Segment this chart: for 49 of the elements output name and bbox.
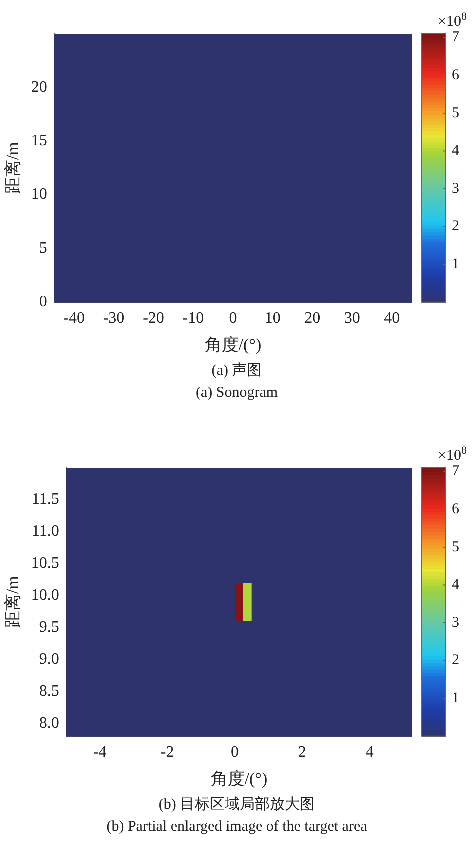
text: (a) Sonogram xyxy=(194,384,280,403)
y-axis-title: 距离/m xyxy=(4,142,23,194)
color-bar-label: 7 xyxy=(452,464,460,480)
color-bar-label: 3 xyxy=(452,180,460,197)
x-tick-label: -40 xyxy=(64,310,85,328)
y-tick-label: 5 xyxy=(39,240,48,257)
x-tick-label: -2 xyxy=(160,744,174,762)
x-tick-label: 2 xyxy=(298,744,306,762)
x-tick-label: 0 xyxy=(230,744,239,762)
color-bar-label: 5 xyxy=(452,539,460,556)
x-tick-label: -20 xyxy=(143,310,164,328)
color-bar-label: 2 xyxy=(452,652,460,669)
text: (b) Partial enlarged image of the target area xyxy=(106,818,368,837)
x-tick-label: -4 xyxy=(93,744,107,762)
x-axis-title: 角度/(°) xyxy=(204,335,262,354)
y-tick-label: 8.5 xyxy=(39,682,60,700)
color-bar-label: 6 xyxy=(452,502,460,518)
y-tick-label: 8.0 xyxy=(39,714,60,732)
y-tick-label: 10.0 xyxy=(31,587,60,604)
x-tick-label: -30 xyxy=(103,310,125,328)
y-axis-title: 距离/m xyxy=(4,576,23,628)
x-axis-title: 角度/(°) xyxy=(210,769,268,788)
x-tick-label: 4 xyxy=(366,744,374,762)
color-bar-label: 1 xyxy=(452,256,460,273)
x-tick-label: -10 xyxy=(182,310,204,328)
x-tick-label: 0 xyxy=(229,310,238,328)
color-bar-label: 6 xyxy=(452,68,460,84)
color-bar-label: 3 xyxy=(452,614,460,631)
y-tick-label: 10.5 xyxy=(31,555,60,572)
y-tick-label: 10 xyxy=(31,186,48,204)
y-tick-label: 11.5 xyxy=(32,491,60,508)
x-tick-label: 40 xyxy=(384,310,400,328)
y-tick-label: 15 xyxy=(31,132,48,150)
color-bar-label: 4 xyxy=(452,143,460,160)
y-tick-label: 9.0 xyxy=(39,650,60,668)
color-bar-label: 5 xyxy=(452,105,460,122)
x-tick-label: 20 xyxy=(304,310,321,328)
y-tick-label: 20 xyxy=(31,78,48,96)
color-bar-label: 7 xyxy=(452,30,460,46)
x-tick-label: 10 xyxy=(264,310,281,328)
y-tick-label: 9.5 xyxy=(39,618,60,636)
color-bar-label: 1 xyxy=(452,690,460,707)
text: (b) 目标区域局部放大图 xyxy=(158,796,316,815)
x-tick-label: 30 xyxy=(344,310,360,328)
y-tick-label: 11.0 xyxy=(32,523,60,540)
color-bar-label: 4 xyxy=(452,577,460,594)
text: (a) 声图 xyxy=(210,362,264,381)
color-bar-label: 2 xyxy=(452,218,460,235)
y-tick-label: 0 xyxy=(39,294,48,311)
